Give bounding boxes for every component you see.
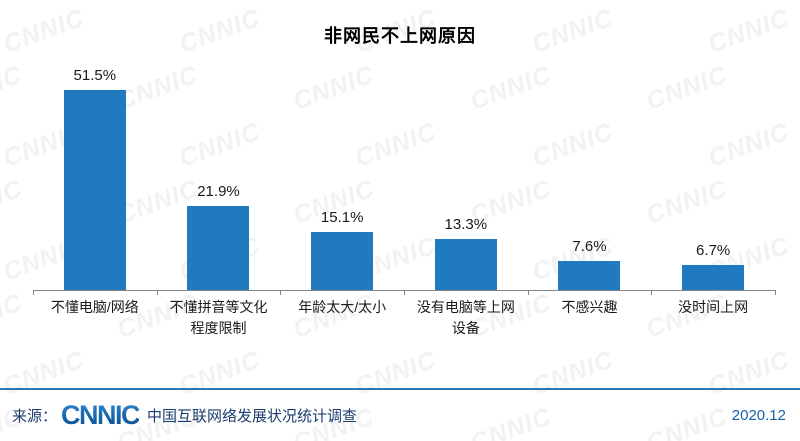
bar-value-label: 51.5% [73,67,117,84]
bar-chart: 非网民不上网原因 51.5% 21.9% 15.1% 13.3% 7.6% 6.7% 不懂… [33,26,776,336]
bar-group: 6.7% [651,60,775,291]
category-label: 没时间上网 [678,299,749,315]
plot-area: 51.5% 21.9% 15.1% 13.3% 7.6% 6.7% [33,60,775,291]
category-label: 不懂拼音等文化程度限制 [169,299,268,336]
axis-tick [651,290,653,295]
bar-value-label: 15.1% [320,209,364,226]
bar[interactable] [682,265,745,291]
bar-group: 21.9% [157,60,281,291]
bar-group: 15.1% [280,60,404,291]
category-label: 不感兴趣 [561,299,618,315]
category-label: 不懂电脑/网络 [50,299,139,315]
footer-content: 来源： CNNIC 中国互联网络发展状况统计调查 2020.12 [0,390,800,441]
axis-tick [156,290,158,295]
bar[interactable] [63,90,126,291]
source-label: 来源： [12,408,58,425]
axis-tick [775,290,776,295]
bar-group: 13.3% [404,60,528,291]
survey-name: 中国互联网络发展状况统计调查 [147,408,358,425]
bar-value-label: 13.3% [444,216,488,233]
footer-date: 2020.12 [731,407,786,424]
axis-tick [404,290,405,295]
bar[interactable] [311,232,374,291]
bar-value-label: 6.7% [696,242,731,259]
axis-tick [280,290,282,295]
bar[interactable] [434,239,497,291]
chart-title: 非网民不上网原因 [324,26,476,46]
axis-tick [527,290,529,295]
cnnic-logo: CNNIC [61,400,141,430]
footer: 来源： CNNIC 中国互联网络发展状况统计调查 2020.12 [0,388,800,441]
bar-value-label: 7.6% [572,238,607,255]
category-label: 年龄太大/太小 [298,299,387,315]
bar-group: 51.5% [33,60,157,291]
bar-group: 7.6% [528,60,652,291]
bar[interactable] [558,261,621,291]
axis-tick [33,290,34,295]
footer-divider [0,388,800,390]
category-label: 没有电脑等上网设备 [416,299,515,336]
bar-value-label: 21.9% [197,183,240,200]
bar[interactable] [187,206,250,291]
